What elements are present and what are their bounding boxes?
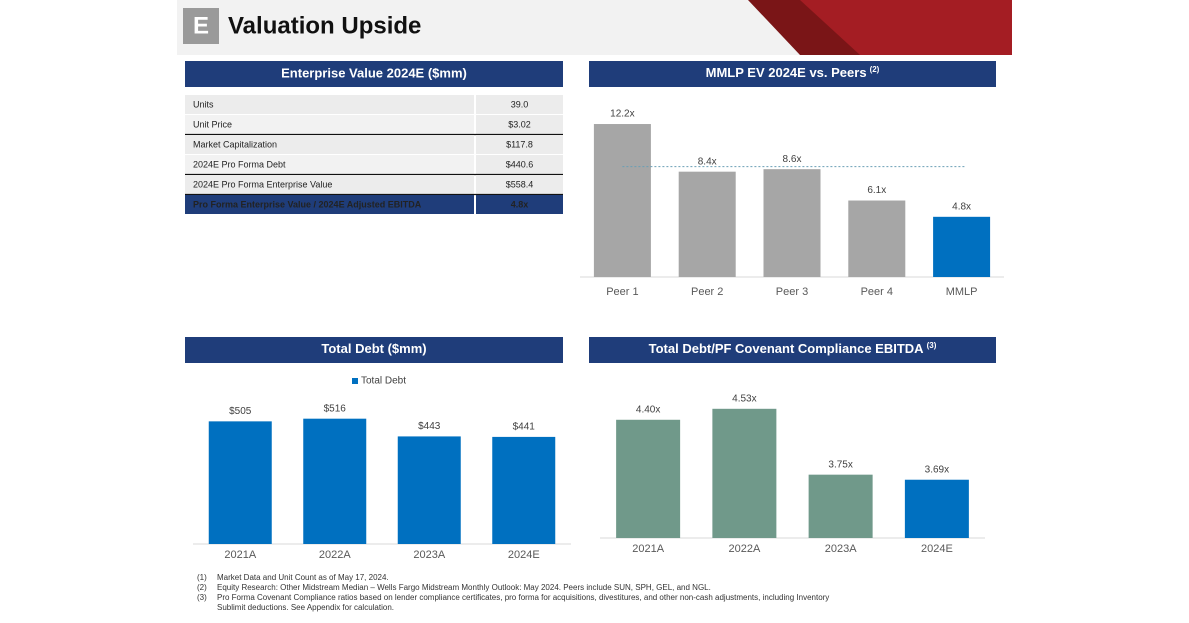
x-tick-label: 2023A bbox=[413, 549, 445, 561]
x-tick-label: 2024E bbox=[921, 543, 953, 555]
footnote-text: Sublimit deductions. See Appendix for ca… bbox=[217, 603, 394, 612]
x-tick-label: MMLP bbox=[946, 286, 978, 298]
panel-header bbox=[185, 337, 563, 363]
x-tick-label: 2022A bbox=[319, 549, 351, 561]
table-label: Market Capitalization bbox=[193, 139, 277, 149]
table-title: Enterprise Value 2024E ($mm) bbox=[281, 65, 467, 80]
value-label: $516 bbox=[324, 403, 347, 414]
bar bbox=[678, 171, 736, 277]
x-tick-label: 2024E bbox=[508, 549, 540, 561]
value-label: 8.6x bbox=[783, 154, 802, 165]
bar bbox=[904, 479, 969, 538]
section-letter: E bbox=[193, 12, 209, 39]
table-value: $558.4 bbox=[506, 179, 534, 189]
table-cell-bg bbox=[476, 115, 563, 134]
x-tick-label: 2021A bbox=[224, 549, 256, 561]
chart-title: Total Debt ($mm) bbox=[321, 341, 426, 356]
footnote-text: Pro Forma Covenant Compliance ratios bas… bbox=[217, 593, 829, 602]
panel-header bbox=[185, 61, 563, 87]
value-label: 4.40x bbox=[636, 404, 660, 415]
table-cell-bg bbox=[476, 155, 563, 174]
table-label: Units bbox=[193, 99, 214, 109]
value-label: $443 bbox=[418, 421, 441, 432]
value-label: 8.4x bbox=[698, 156, 717, 167]
x-tick-label: 2022A bbox=[728, 543, 760, 555]
x-tick-label: 2021A bbox=[632, 543, 664, 555]
x-tick-label: 2023A bbox=[825, 543, 857, 555]
x-tick-label: Peer 4 bbox=[861, 286, 893, 298]
table-row-bg bbox=[185, 135, 474, 154]
value-label: $505 bbox=[229, 406, 252, 417]
value-label: 6.1x bbox=[867, 185, 886, 196]
x-tick-label: Peer 1 bbox=[606, 286, 638, 298]
table-value: $3.02 bbox=[508, 119, 531, 129]
value-label: 4.53x bbox=[732, 393, 756, 404]
bar bbox=[712, 408, 777, 538]
bar bbox=[593, 124, 651, 278]
table-cell-bg bbox=[476, 95, 563, 114]
bar bbox=[616, 419, 681, 538]
footnote-text: Market Data and Unit Count as of May 17,… bbox=[217, 573, 389, 582]
value-label: 3.75x bbox=[828, 459, 852, 470]
chart-title-text: Total Debt ($mm) bbox=[321, 341, 426, 356]
table-label: Unit Price bbox=[193, 119, 232, 129]
chart-title: MMLP EV 2024E vs. Peers (2) bbox=[706, 65, 880, 80]
panel-header bbox=[589, 61, 996, 87]
table-value: 39.0 bbox=[511, 99, 529, 109]
bar bbox=[808, 474, 873, 538]
table-label: 2024E Pro Forma Debt bbox=[193, 159, 286, 169]
table-value: $440.6 bbox=[506, 159, 534, 169]
bar bbox=[492, 436, 556, 544]
bar bbox=[208, 421, 272, 544]
table-row-bg bbox=[185, 155, 474, 174]
table-row-bg bbox=[185, 115, 474, 134]
bar bbox=[933, 216, 991, 277]
footnote-text: Equity Research: Other Midstream Median … bbox=[217, 583, 711, 592]
bar bbox=[763, 169, 821, 277]
footnote-marker: (2) bbox=[197, 583, 207, 592]
chart-title-note: (3) bbox=[927, 341, 937, 350]
bar bbox=[397, 436, 461, 544]
bar bbox=[303, 418, 367, 544]
table-cell-bg bbox=[476, 195, 563, 214]
table-cell-bg bbox=[476, 135, 563, 154]
value-label: $441 bbox=[513, 422, 536, 433]
chart-title-text: Total Debt/PF Covenant Compliance EBITDA bbox=[649, 341, 925, 356]
x-tick-label: Peer 3 bbox=[776, 286, 808, 298]
page-title: Valuation Upside bbox=[228, 12, 421, 39]
chart-title-note: (2) bbox=[870, 65, 880, 74]
bar bbox=[848, 200, 906, 277]
header-accent bbox=[800, 0, 1012, 55]
value-label: 4.8x bbox=[952, 201, 971, 212]
chart-title-text: MMLP EV 2024E vs. Peers bbox=[706, 65, 867, 80]
footnote-marker: (3) bbox=[197, 593, 207, 602]
section-icon bbox=[183, 8, 219, 44]
value-label: 12.2x bbox=[610, 109, 634, 120]
table-cell-bg bbox=[476, 175, 563, 194]
table-label: 2024E Pro Forma Enterprise Value bbox=[193, 179, 332, 189]
table-row-bg bbox=[185, 195, 474, 214]
table-value: 4.8x bbox=[511, 199, 529, 209]
footnote-marker: (1) bbox=[197, 573, 207, 582]
panel-header bbox=[589, 337, 996, 363]
value-label: 3.69x bbox=[925, 464, 949, 475]
table-row-bg bbox=[185, 175, 474, 194]
legend-label: Total Debt bbox=[361, 376, 406, 387]
legend-swatch bbox=[352, 378, 358, 384]
table-value: $117.8 bbox=[506, 139, 533, 149]
chart-title: Total Debt/PF Covenant Compliance EBITDA… bbox=[649, 341, 937, 356]
table-row-bg bbox=[185, 95, 474, 114]
table-label: Pro Forma Enterprise Value / 2024E Adjus… bbox=[193, 199, 422, 209]
x-tick-label: Peer 2 bbox=[691, 286, 723, 298]
